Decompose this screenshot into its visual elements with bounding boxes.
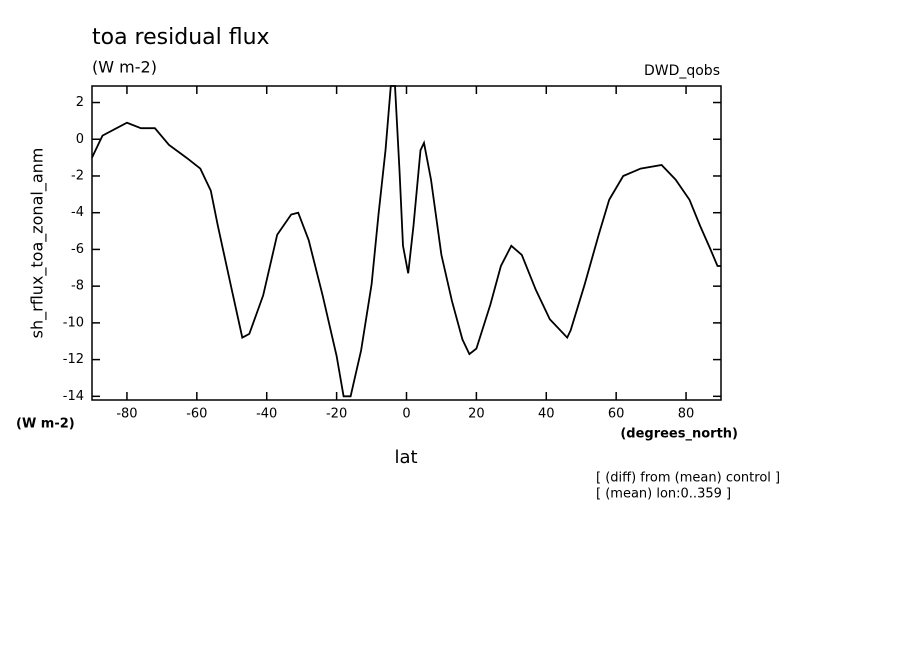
plot-frame	[91, 85, 722, 401]
data-line	[91, 85, 721, 398]
x-tick-label: 0	[402, 407, 410, 422]
x-tick-label: -60	[186, 407, 207, 422]
x-tick-label: 80	[678, 407, 695, 422]
y-tick-label: 0	[76, 132, 84, 147]
x-units: (degrees_north)	[620, 427, 738, 442]
chart-title: toa residual flux	[92, 25, 270, 50]
x-tick-label: 60	[608, 407, 625, 422]
x-axis-label: lat	[394, 447, 417, 468]
experiment-label: DWD_qobs	[644, 63, 720, 79]
y-tick-label: -10	[63, 315, 84, 330]
y-tick-label: -6	[71, 242, 84, 257]
x-tick-label: -80	[116, 407, 137, 422]
chart-subtitle: (W m-2)	[92, 58, 157, 77]
x-tick-label: -20	[326, 407, 347, 422]
x-tick-label: 20	[468, 407, 485, 422]
x-tick-label: 40	[538, 407, 555, 422]
x-tick-label: -40	[256, 407, 277, 422]
note: [ (diff) from (mean) control ]	[596, 471, 780, 486]
y-tick-label: -12	[63, 352, 84, 367]
y-tick-label: -4	[71, 205, 84, 220]
y-units: (W m-2)	[16, 417, 75, 432]
y-axis-label: sh_rflux_toa_zonal_anm	[28, 148, 48, 339]
note: [ (mean) lon:0..359 ]	[596, 487, 731, 502]
y-tick-label: -8	[71, 279, 84, 294]
y-tick-label: -2	[71, 168, 84, 183]
y-tick-label: -14	[63, 389, 84, 404]
y-tick-label: 2	[76, 95, 84, 110]
